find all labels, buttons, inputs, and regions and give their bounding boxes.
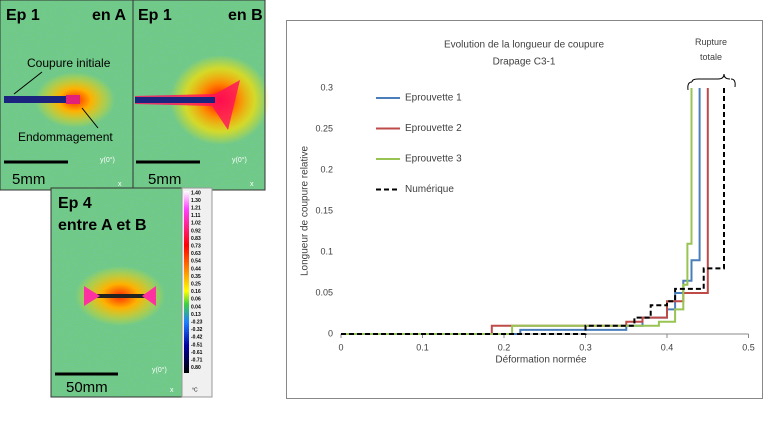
y-tick-label: 0.05 <box>315 287 333 297</box>
colorbar-label: 0.06 <box>191 297 201 303</box>
axis-label: y(0°) <box>232 156 247 164</box>
colorbar-label: 1.40 <box>191 190 201 196</box>
x-tick-label: 0.3 <box>579 342 592 352</box>
colorbar-label: 0.54 <box>191 259 201 265</box>
brace <box>687 73 736 91</box>
axis-label: x <box>250 181 254 188</box>
colorbar-label: -0.71 <box>191 358 203 364</box>
panel-3: Ep 4 entre A et B 50mm y(0°) x 1.401.301… <box>50 187 213 398</box>
axis-label: x <box>118 181 122 188</box>
legend-label: Numérique <box>405 184 454 195</box>
arrow <box>81 107 99 129</box>
legend-label: Eprouvette 1 <box>405 93 462 104</box>
colorbar-label: 0.63 <box>191 251 201 257</box>
panel-title: Ep 4 <box>58 195 92 212</box>
panel-1: Ep 1 en A Coupure initiale Endommagement… <box>0 0 134 191</box>
colorbar-label: 1.11 <box>191 213 201 219</box>
y-tick-label: 0.15 <box>315 205 333 215</box>
colorbar-label: 0.04 <box>191 304 201 310</box>
series-line <box>341 88 725 335</box>
chart-title: Evolution de la longueur de coupure <box>444 40 605 51</box>
y-tick-label: 0.3 <box>320 82 333 92</box>
y-tick-label: 0.1 <box>320 246 333 256</box>
colorbar-label: 0.35 <box>191 274 201 280</box>
y-axis-label: Longueur de coupure relative <box>300 146 311 277</box>
annotation: Rupture totale <box>695 37 727 62</box>
arrow <box>13 71 43 95</box>
colorbar-label: 0.80 <box>191 365 201 371</box>
x-tick-label: 0.4 <box>661 342 674 352</box>
scale-label: 50mm <box>66 379 108 396</box>
chart-frame: Evolution de la longueur de coupure Drap… <box>286 20 763 399</box>
colorbar-label: -0.61 <box>191 350 203 356</box>
x-tick-label: 0 <box>338 342 343 352</box>
colorbar-label: 0.83 <box>191 236 201 242</box>
colorbar-unit: °C <box>192 387 198 393</box>
panel-2: Ep 1 en B 5mm y(0°) x <box>132 0 270 191</box>
x-tick-label: 0.2 <box>498 342 511 352</box>
panel-location: entre A et B <box>58 217 147 234</box>
x-tick-label: 0.5 <box>742 342 755 352</box>
colorbar-label: 0.73 <box>191 244 201 250</box>
colorbar-label: -0.51 <box>191 342 203 348</box>
scale-label: 5mm <box>148 171 181 188</box>
series-line <box>341 88 693 335</box>
panel-label: Endommagement <box>18 130 113 144</box>
axis-label: x <box>170 387 174 394</box>
scale-label: 5mm <box>12 171 45 188</box>
x-axis-label: Déformation normée <box>495 355 587 366</box>
chart-subtitle: Drapage C3-1 <box>493 57 556 68</box>
axis-label: y(0°) <box>100 156 115 164</box>
colorbar-label: 0.13 <box>191 312 201 318</box>
y-tick-label: 0 <box>328 328 333 338</box>
panel-label: Coupure initiale <box>27 56 111 70</box>
panel-title: Ep 1 <box>138 7 172 24</box>
panel-location: en A <box>92 7 127 24</box>
y-tick-label: 0.25 <box>315 123 333 133</box>
x-tick-label: 0.1 <box>416 342 429 352</box>
panel-title: Ep 1 <box>6 7 40 24</box>
colorbar-label: 0.25 <box>191 282 201 288</box>
legend-label: Eprouvette 2 <box>405 123 462 134</box>
colorbar-label: 1.21 <box>191 206 201 212</box>
y-tick-label: 0.2 <box>320 164 333 174</box>
axis-label: y(0°) <box>152 366 167 374</box>
colorbar-label: -0.42 <box>191 335 203 341</box>
colorbar-label: 0.92 <box>191 228 201 234</box>
colorbar-label: 0.44 <box>191 266 201 272</box>
colorbar-labels: 1.40 1.30 1.211.11 1.020.92 0.83 0.730.63 0.54… <box>191 190 203 371</box>
colorbar-label: 1.02 <box>191 221 201 227</box>
colorbar-label: 0.16 <box>191 289 201 295</box>
colorbar-label: -0.32 <box>191 327 203 333</box>
legend-label: Eprouvette 3 <box>405 154 462 165</box>
panel-location: en B <box>228 7 263 24</box>
colorbar-label: 1.30 <box>191 198 201 204</box>
colorbar-label: -0.23 <box>191 320 203 326</box>
